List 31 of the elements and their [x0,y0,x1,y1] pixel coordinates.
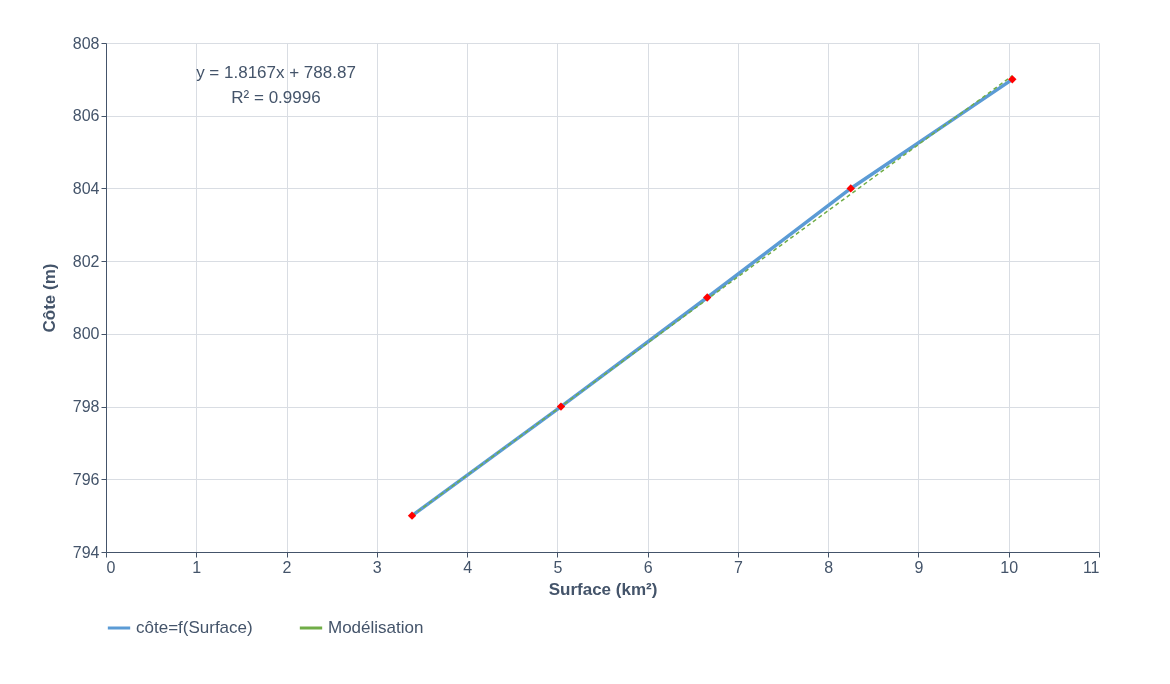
x-tick-label: 3 [372,558,382,576]
y-tick-label: 800 [72,325,100,343]
y-tick-label: 804 [72,179,100,197]
x-tick-label: 9 [914,558,924,576]
y-tick-label: 808 [72,34,100,52]
annotation: R² = 0.9996 [231,88,321,107]
x-axis-title: Surface (km²) [548,579,658,599]
y-axis-title: Côte (m) [39,263,59,333]
annotation: y = 1.8167x + 788.87 [196,63,356,82]
x-tick-label: 5 [553,558,563,576]
point [846,184,855,193]
legend-label: Modélisation [328,618,424,637]
y-tick-label: 794 [72,543,100,561]
y-tick-label: 802 [72,252,100,270]
point [703,293,712,302]
y-tick-label: 806 [72,107,100,125]
x-tick-label: 8 [824,558,834,576]
x-tick-label: 4 [463,558,473,576]
x-tick-label: 7 [733,558,743,576]
y-tick-label: 798 [72,398,100,416]
y-tick-label: 796 [72,470,100,488]
x-tick-label: 11 [1082,558,1100,576]
x-tick-label: 10 [1000,558,1019,576]
legend-label: côte=f(Surface) [136,618,253,637]
point [407,511,417,520]
point [1008,75,1017,84]
x-tick-label: 1 [192,558,202,576]
x-tick-label: 2 [282,558,292,576]
x-tick-label: 6 [643,558,653,576]
x-tick-label: 0 [106,558,116,576]
point [556,402,566,411]
